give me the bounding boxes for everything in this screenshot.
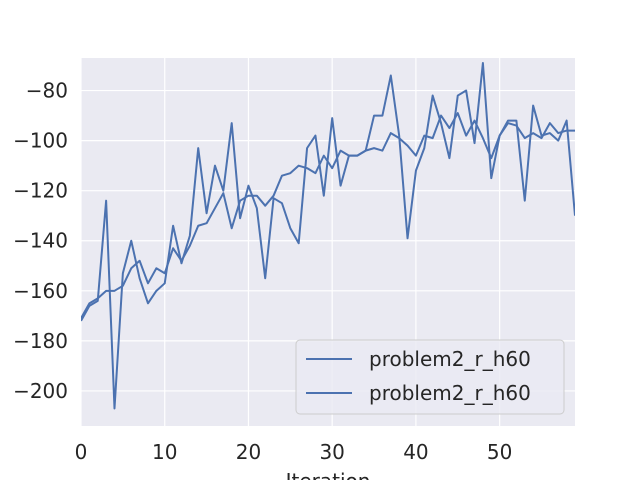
legend: problem2_r_h60 problem2_r_h60 [295, 339, 565, 415]
x-tick-label: 40 [403, 440, 428, 464]
x-axis-label: Iteration [286, 469, 371, 480]
grid-lines [80, 58, 575, 426]
x-tick-labels: 0 10 20 30 40 50 [75, 440, 513, 464]
series-line-2 [81, 112, 575, 319]
x-tick-label: 10 [152, 440, 177, 464]
x-tick-label: 30 [319, 440, 344, 464]
series-layer [81, 62, 575, 410]
y-tick-labels: −200 −180 −160 −140 −120 −100 −80 [13, 79, 68, 403]
legend-label-series-2: problem2_r_h60 [369, 381, 531, 405]
y-tick-label: −120 [13, 179, 68, 203]
series-line-1 [81, 62, 575, 410]
legend-frame [295, 339, 565, 415]
x-tick-label: 20 [236, 440, 261, 464]
y-tick-label: −80 [26, 79, 68, 103]
y-tick-label: −200 [13, 379, 68, 403]
x-tick-label: 0 [75, 440, 88, 464]
y-tick-label: −100 [13, 129, 68, 153]
legend-label-series-1: problem2_r_h60 [369, 347, 531, 371]
y-tick-label: −140 [13, 229, 68, 253]
y-tick-label: −180 [13, 329, 68, 353]
y-tick-label: −160 [13, 279, 68, 303]
x-tick-label: 50 [487, 440, 512, 464]
